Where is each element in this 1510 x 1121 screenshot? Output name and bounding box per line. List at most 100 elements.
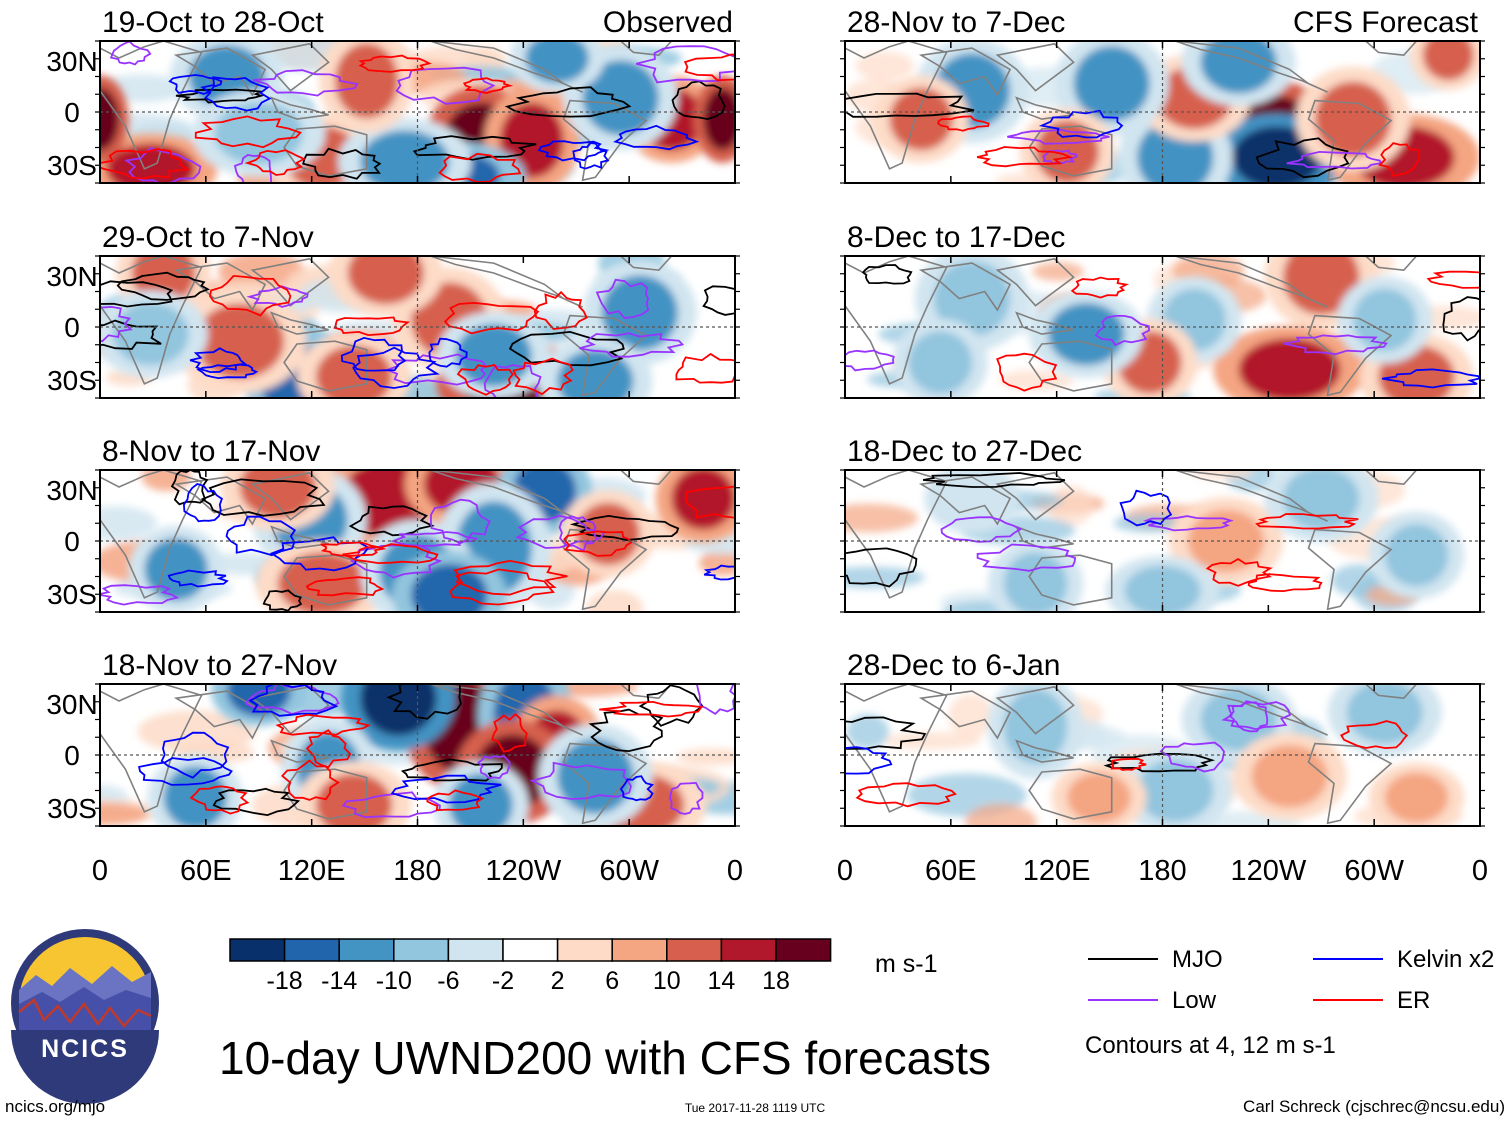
mjo-contour bbox=[116, 271, 211, 301]
colorbar-tick-label: -6 bbox=[437, 967, 459, 995]
continent-outline bbox=[250, 685, 330, 735]
low-contour bbox=[390, 531, 478, 547]
panel-period-title: 29-Oct to 7-Nov bbox=[102, 221, 314, 254]
observed-label: Observed bbox=[603, 6, 733, 39]
er-contour bbox=[1070, 276, 1129, 299]
anomaly-core bbox=[347, 256, 424, 305]
continent-outline bbox=[283, 340, 368, 392]
mjo-contour bbox=[702, 285, 735, 316]
low-contour bbox=[515, 514, 606, 549]
land-outline bbox=[100, 256, 673, 397]
low-contour bbox=[100, 305, 133, 343]
map-panel: 30N 0 30S 8-Nov to 17-Nov bbox=[46, 435, 740, 613]
kelvin-contour bbox=[340, 336, 407, 372]
lat-label: 30N bbox=[46, 475, 97, 506]
low-contour bbox=[1286, 150, 1383, 170]
anomaly-patch bbox=[676, 748, 735, 766]
mjo-contour bbox=[569, 514, 680, 541]
colorbar-swatch bbox=[338, 938, 395, 962]
anomaly-core bbox=[144, 538, 208, 601]
er-contour bbox=[194, 115, 302, 149]
lat-label: 30S bbox=[47, 150, 97, 181]
er-contour bbox=[453, 559, 568, 596]
anomaly-patch bbox=[100, 506, 158, 541]
legend-label: MJO bbox=[1172, 946, 1223, 973]
anomaly-core bbox=[1232, 126, 1322, 183]
er-contour bbox=[244, 149, 307, 176]
low-contour bbox=[477, 755, 511, 780]
kelvin-contour bbox=[160, 731, 230, 779]
anomaly-core bbox=[334, 43, 399, 119]
mjo-contour bbox=[845, 716, 927, 750]
land-outline bbox=[845, 41, 1418, 182]
er-contour bbox=[855, 782, 957, 808]
continent-outline bbox=[619, 684, 673, 700]
continent-outline bbox=[429, 256, 583, 308]
continent-outline bbox=[845, 684, 948, 813]
panel-content bbox=[845, 684, 1480, 826]
low-contour bbox=[100, 584, 180, 606]
land-outline bbox=[845, 684, 1418, 825]
continent-outline bbox=[100, 684, 203, 813]
low-contour bbox=[695, 684, 735, 716]
contour-note: Contours at 4, 12 m s-1 bbox=[1085, 1032, 1336, 1059]
panel-period-title: 18-Nov to 27-Nov bbox=[102, 649, 337, 682]
colorbar-tick-label: 2 bbox=[551, 967, 565, 995]
continent-outline bbox=[1014, 525, 1074, 549]
colorbar-swatch bbox=[502, 938, 559, 962]
kelvin-contour bbox=[168, 74, 223, 95]
author-credit: Carl Schreck (cjschrec@ncsu.edu) bbox=[1243, 1097, 1505, 1116]
timestamp: Tue 2017-11-28 1119 UTC bbox=[685, 1101, 826, 1115]
er-contour bbox=[305, 576, 385, 597]
anomaly-core bbox=[1067, 772, 1131, 823]
colorbar-tick-label: -14 bbox=[321, 967, 357, 995]
ncics-logo: NCICS bbox=[11, 929, 159, 1104]
colorbar-tick-label: 6 bbox=[605, 967, 619, 995]
panels-layer: 30N 0 30S 19-Oct to 28-Oct Observed 30N 0 30S 29… bbox=[46, 6, 1488, 887]
er-contour bbox=[320, 541, 387, 557]
er-contour bbox=[275, 713, 371, 736]
low-contour bbox=[558, 515, 598, 552]
anomaly-field bbox=[987, 684, 1465, 826]
anomaly-core bbox=[1353, 288, 1417, 352]
continent-outline bbox=[1364, 470, 1418, 486]
colorbar-tick-label: -10 bbox=[376, 967, 412, 995]
lon-label: 60W bbox=[1344, 855, 1404, 887]
colorbar-tick-label: -2 bbox=[492, 967, 514, 995]
low-contour bbox=[429, 498, 491, 545]
mjo-contour bbox=[100, 280, 174, 308]
lon-label: 180 bbox=[1138, 855, 1186, 887]
continent-outline bbox=[283, 554, 368, 606]
website-link[interactable]: ncics.org/mjo bbox=[5, 1097, 105, 1116]
continent-outline bbox=[1364, 41, 1418, 57]
kelvin-contour bbox=[352, 346, 440, 389]
er-contour bbox=[1340, 720, 1409, 750]
colorbar-swatch bbox=[556, 938, 613, 962]
legend-label: ER bbox=[1397, 987, 1430, 1014]
panel-content bbox=[100, 684, 735, 826]
low-contour bbox=[579, 332, 685, 358]
anomaly-core bbox=[1384, 772, 1449, 823]
anomaly-patch bbox=[845, 503, 918, 533]
colorbar-swatch bbox=[283, 938, 340, 962]
logo-base bbox=[11, 1030, 159, 1104]
er-contour bbox=[438, 152, 522, 183]
colorbar-tick-label: 14 bbox=[707, 967, 735, 995]
figure-title: 10-day UWND200 with CFS forecasts bbox=[219, 1032, 991, 1084]
anomaly-core bbox=[411, 563, 488, 612]
er-contour bbox=[533, 290, 588, 330]
kelvin-contour bbox=[248, 684, 339, 717]
continent-outline bbox=[1364, 256, 1418, 272]
er-contour bbox=[462, 77, 514, 94]
anomaly-core bbox=[671, 470, 735, 530]
colorbar-units: m s-1 bbox=[875, 950, 938, 978]
colorbar-tick-label: -18 bbox=[267, 967, 303, 995]
continent-outline bbox=[1028, 554, 1113, 606]
lat-label: 0 bbox=[64, 97, 80, 128]
wave-contours bbox=[845, 264, 1480, 392]
wave-contours bbox=[100, 41, 735, 183]
continent-outline bbox=[918, 476, 1012, 526]
continent-outline bbox=[562, 99, 648, 182]
low-contour bbox=[349, 544, 443, 579]
